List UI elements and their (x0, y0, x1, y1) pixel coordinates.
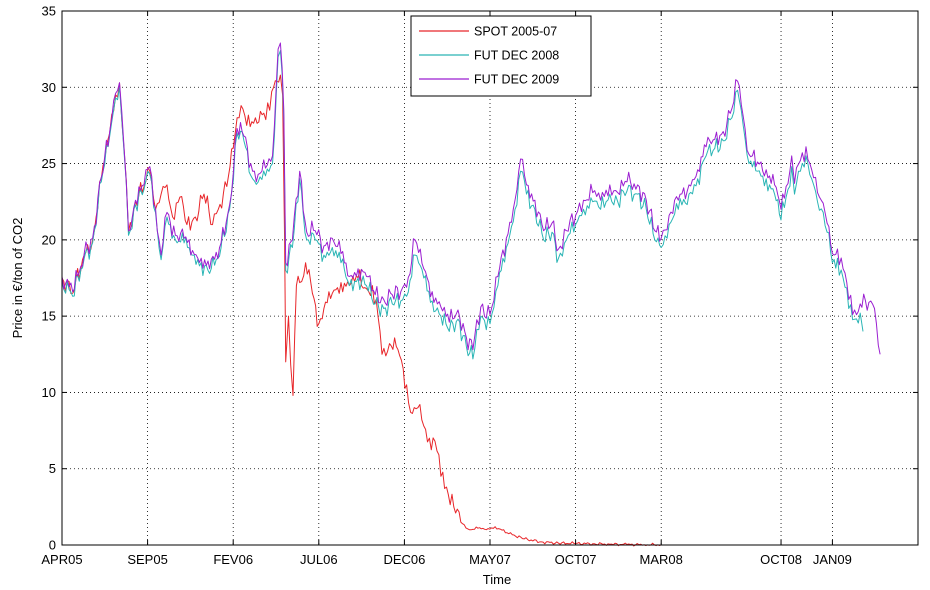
x-tick-label: MAR08 (640, 552, 683, 567)
legend-entry: SPOT 2005-07 (474, 25, 557, 39)
x-axis-label: Time (483, 572, 511, 587)
x-tick-label: JAN09 (813, 552, 852, 567)
x-tick-label: OCT07 (555, 552, 597, 567)
y-tick-label: 25 (42, 156, 56, 171)
y-tick-label: 0 (49, 538, 56, 553)
y-tick-label: 5 (49, 461, 56, 476)
y-tick-label: 35 (42, 4, 56, 19)
x-tick-label: APR05 (41, 552, 82, 567)
x-tick-label: FEV06 (213, 552, 253, 567)
y-tick-label: 10 (42, 385, 56, 400)
x-tick-label: JUL06 (300, 552, 338, 567)
y-tick-label: 30 (42, 80, 56, 95)
legend-entry: FUT DEC 2008 (474, 49, 559, 63)
y-tick-label: 15 (42, 309, 56, 324)
x-tick-label: OCT08 (760, 552, 802, 567)
x-tick-label: SEP05 (127, 552, 167, 567)
y-axis-label: Price in €/ton of CO2 (10, 218, 25, 339)
legend-entry: FUT DEC 2009 (474, 73, 559, 87)
x-tick-label: MAY07 (469, 552, 511, 567)
y-tick-label: 20 (42, 232, 56, 247)
legend: SPOT 2005-07 FUT DEC 2008 FUT DEC 2009 (411, 16, 591, 96)
x-tick-label: DEC06 (383, 552, 425, 567)
